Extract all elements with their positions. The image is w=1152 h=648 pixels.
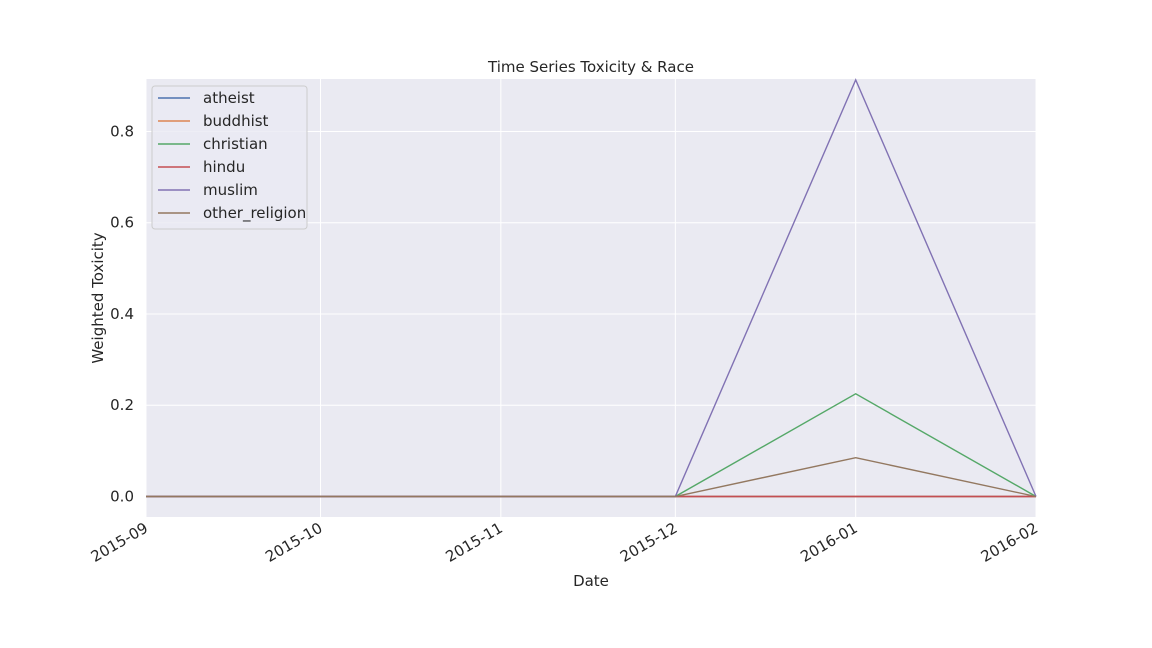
legend: atheist buddhist christian hindu muslim other… — [151, 85, 308, 230]
x-axis-ticks: 2015-09 2015-10 2015-11 2015-12 2016-01 2016-… — [88, 519, 1041, 566]
x-tick-label: 2015-12 — [617, 519, 680, 566]
series-lines — [146, 78, 1037, 498]
legend-label-atheist: atheist — [203, 89, 255, 107]
legend-label-buddhist: buddhist — [203, 112, 269, 130]
legend-box — [151, 85, 308, 230]
y-axis-label: Weighted Toxicity — [89, 232, 107, 363]
y-tick-label: 0.8 — [110, 122, 134, 140]
x-axis-label: Date — [573, 572, 609, 590]
y-tick-label: 0.2 — [110, 396, 134, 414]
x-tick-label: 2015-09 — [88, 519, 151, 566]
x-tick-label: 2016-01 — [797, 519, 860, 566]
series-line-other_religion — [146, 456, 1037, 498]
x-tick-label: 2015-11 — [443, 519, 506, 566]
grid-lines — [145, 79, 1037, 517]
x-tick-label: 2016-02 — [978, 519, 1041, 566]
legend-label-hindu: hindu — [203, 158, 245, 176]
legend-label-muslim: muslim — [203, 181, 258, 199]
legend-label-christian: christian — [203, 135, 268, 153]
y-tick-label: 0.4 — [110, 305, 134, 323]
chart-title: Time Series Toxicity & Race — [487, 58, 694, 76]
legend-label-other_religion: other_religion — [203, 204, 306, 223]
y-axis-ticks: 0.0 0.2 0.4 0.6 0.8 — [110, 122, 134, 505]
y-tick-label: 0.0 — [110, 487, 134, 505]
y-tick-label: 0.6 — [110, 214, 134, 232]
x-tick-label: 2015-10 — [262, 519, 325, 566]
